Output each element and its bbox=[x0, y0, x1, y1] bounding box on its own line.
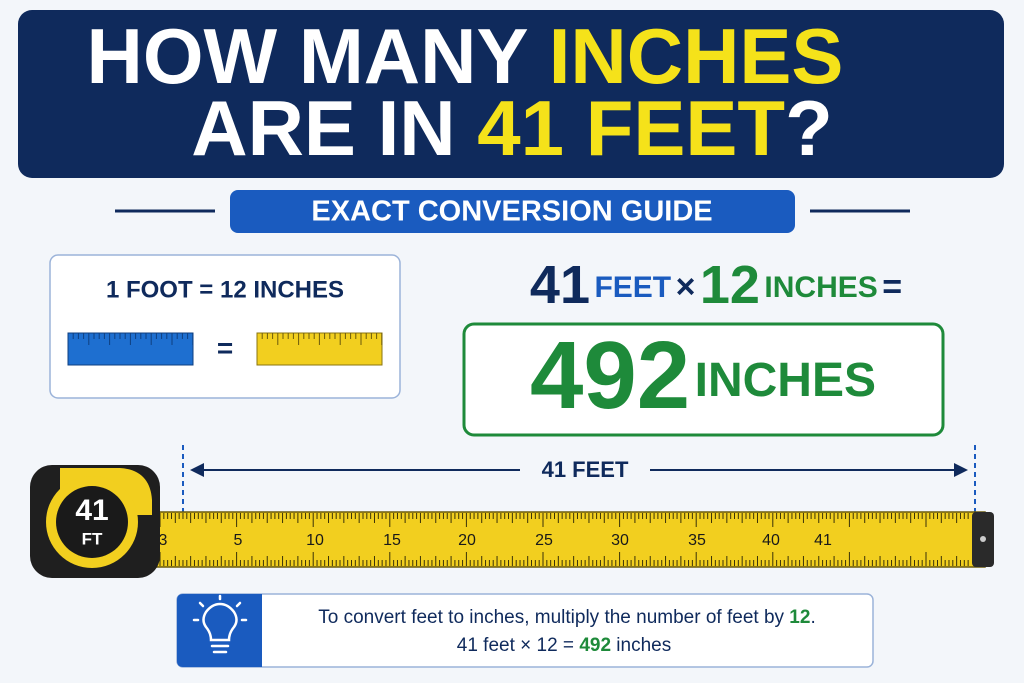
case-unit: FT bbox=[82, 529, 103, 548]
tip-line-1: To convert feet to inches, multiply the … bbox=[318, 607, 815, 628]
title-text: ARE IN bbox=[191, 84, 455, 172]
tip-factor: 12 bbox=[789, 607, 810, 628]
equation-equals: = bbox=[882, 268, 902, 306]
tip-line-2: 41 feet × 12 = 492 inches bbox=[457, 635, 671, 656]
equation-factor: 12 bbox=[700, 255, 760, 315]
title-highlight: INCHES bbox=[549, 12, 844, 100]
result-unit: INCHES bbox=[695, 354, 876, 407]
tip-text: To convert feet to inches, multiply the … bbox=[318, 607, 784, 628]
ruler-ticks bbox=[72, 333, 383, 345]
dimension-label: 41 FEET bbox=[542, 457, 629, 482]
tip-text: . bbox=[810, 607, 815, 628]
tip-text: inches bbox=[616, 635, 671, 656]
dimension-label-bg bbox=[520, 456, 650, 484]
tape-mark-label: 15 bbox=[383, 532, 401, 549]
result-value: 492 bbox=[530, 322, 690, 429]
tape-ticks: 3 5 10 15 20 25 30 35 40 41 bbox=[159, 513, 969, 566]
tip-text: 41 feet × 12 = bbox=[457, 635, 574, 656]
equation-factor-unit: INCHES bbox=[764, 271, 877, 304]
fact-equals: = bbox=[217, 332, 233, 363]
tip-box bbox=[176, 593, 874, 668]
title-text: ? bbox=[785, 84, 833, 172]
tape-mark-label: 10 bbox=[306, 532, 324, 549]
tip-icon-panel bbox=[177, 594, 262, 667]
title-line-2: ARE IN 41 FEET? bbox=[191, 84, 832, 172]
tape-mark-label: 40 bbox=[762, 532, 780, 549]
tape-mark-label: 30 bbox=[611, 532, 629, 549]
equation-feet-unit: FEET bbox=[594, 271, 671, 304]
title-line-1: HOW MANY INCHES bbox=[87, 12, 844, 100]
bulb-icon bbox=[192, 594, 248, 654]
tape-mark-label: 5 bbox=[234, 532, 243, 549]
title-text: HOW MANY bbox=[87, 12, 528, 100]
hook-rivet bbox=[980, 536, 986, 542]
fact-text: 1 FOOT = 12 INCHES bbox=[106, 276, 344, 303]
equation-times: × bbox=[676, 268, 696, 306]
case-number: 41 bbox=[75, 494, 108, 527]
tape-mark-label: 20 bbox=[458, 532, 476, 549]
tip-result: 492 bbox=[579, 635, 611, 656]
result-box bbox=[462, 322, 945, 437]
tape-mark-label: 25 bbox=[535, 532, 553, 549]
header-panel bbox=[18, 10, 1004, 178]
result: 492 INCHES bbox=[530, 322, 876, 429]
tape-mark-label: 35 bbox=[688, 532, 706, 549]
tape-mark-label: 3 bbox=[159, 532, 168, 549]
subtitle-pill bbox=[230, 190, 795, 233]
equation: 41 FEET × 12 INCHES = bbox=[530, 255, 902, 315]
title-highlight: 41 FEET bbox=[477, 84, 785, 172]
equation-feet: 41 bbox=[530, 255, 590, 315]
subtitle: EXACT CONVERSION GUIDE bbox=[311, 196, 712, 228]
tape-mark-label: 41 bbox=[814, 532, 832, 549]
case-face bbox=[56, 486, 128, 558]
tape-blade bbox=[154, 511, 986, 568]
